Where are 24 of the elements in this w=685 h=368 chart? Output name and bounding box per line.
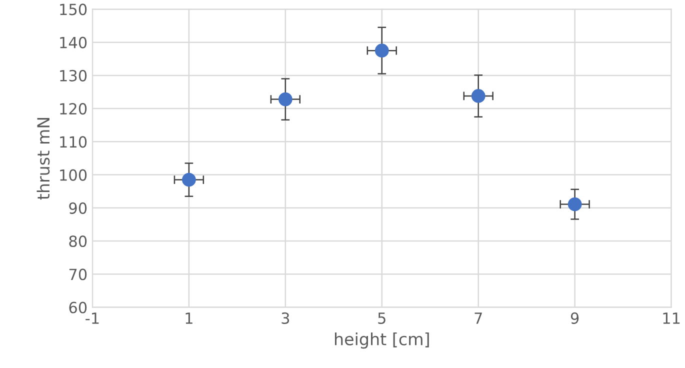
y-tick-label: 150 <box>60 4 87 16</box>
point <box>568 197 582 212</box>
x-tick-label: 1 <box>186 312 192 324</box>
x-tick-label: 11 <box>663 312 680 324</box>
x-tick-label: 9 <box>570 312 579 324</box>
point <box>182 172 196 187</box>
x-tick-label: 5 <box>378 312 386 324</box>
x-tick-label: 3 <box>282 312 290 324</box>
point <box>374 44 389 58</box>
y-tick-label: 100 <box>60 169 87 181</box>
y-tick-label: 60 <box>69 302 87 314</box>
y-tick-label: 70 <box>69 268 87 280</box>
point <box>471 89 486 103</box>
y-tick-label: 140 <box>60 36 87 48</box>
x-tick-label: -1 <box>86 312 99 324</box>
y-tick-label: 130 <box>60 70 87 82</box>
y-tick-label: 90 <box>69 202 87 214</box>
x-axis-title: height [cm] <box>334 332 429 349</box>
y-tick-label: 110 <box>60 136 87 148</box>
x-tick-label: 7 <box>474 312 482 324</box>
y-tick-label: 120 <box>60 103 87 115</box>
y-axis-title: thrust mN <box>36 118 50 200</box>
point <box>278 92 292 106</box>
y-tick-label: 80 <box>69 236 87 248</box>
